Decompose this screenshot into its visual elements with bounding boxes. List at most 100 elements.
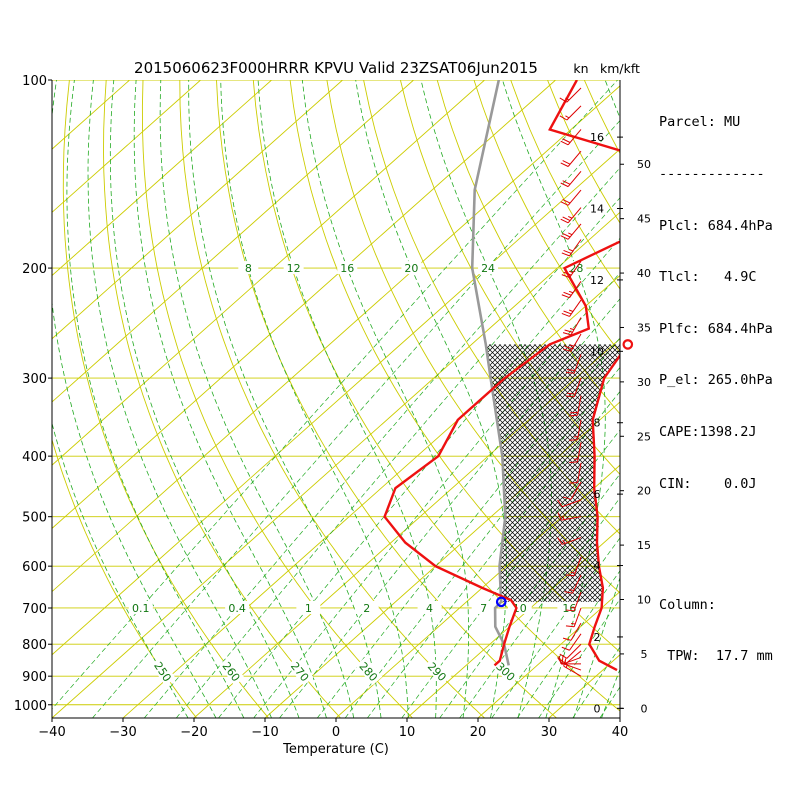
dry-adiabat-line — [473, 80, 620, 354]
wind-barb-flag — [569, 482, 578, 484]
wind-barb — [562, 481, 582, 500]
adiabat-label-bg — [423, 657, 452, 686]
dry-adiabat-line — [363, 80, 620, 535]
dry-adiabat-line — [399, 80, 620, 476]
dry-adiabat-line — [52, 438, 197, 718]
kmkft-label: km/kft — [600, 61, 640, 76]
wind-barb-shaft — [565, 650, 582, 665]
wind-barb — [565, 377, 582, 398]
y-tick-label: 500 — [22, 511, 47, 526]
moist-adiabat-line — [133, 80, 327, 718]
wind-barb-flag — [560, 218, 569, 224]
adiabat-label-bg — [218, 657, 245, 686]
mixing-ratio-label-bg — [296, 600, 321, 614]
wind-barb-flag — [562, 332, 572, 336]
isotherm-line — [52, 80, 556, 529]
wind-barb-shaft — [567, 189, 582, 206]
wind-barb-shaft — [570, 333, 582, 352]
wind-barb-flag — [561, 312, 570, 317]
wind-barb — [557, 537, 582, 545]
km-tick-label: 2 — [594, 631, 601, 644]
wind-barb-half-flag — [565, 97, 570, 101]
moist-adiabat-label: 20 — [404, 262, 418, 275]
moist-adiabat-label: 24 — [481, 262, 495, 275]
tpw-line: TPW: 17.7 mm — [659, 648, 773, 665]
dry-adiabat-line — [103, 80, 341, 718]
wind-barb-half-flag — [568, 249, 574, 252]
mixing-ratio-line — [92, 120, 620, 718]
wind-barb — [557, 499, 582, 508]
wind-barb-shaft — [569, 299, 582, 317]
km-tick-label: 14 — [590, 203, 604, 216]
wind-barb-shaft — [577, 419, 582, 440]
x-tick-label: −10 — [251, 725, 278, 740]
moist-adiabat-line — [52, 80, 217, 718]
kn-label: kn — [573, 61, 588, 76]
y-tick-label: 100 — [22, 74, 47, 89]
kft-tick-label: 45 — [637, 213, 651, 226]
el-marker — [622, 339, 634, 350]
isotherm-line — [264, 401, 620, 718]
wind-barb — [560, 223, 582, 240]
kft-tick-label: 40 — [637, 267, 651, 280]
wind-barb-flag — [557, 657, 563, 665]
wind-barb — [557, 512, 582, 521]
wind-barb-shaft — [570, 622, 582, 641]
km-tick-label: 16 — [590, 131, 604, 144]
wind-barb-flag — [563, 310, 572, 315]
panel-line: ------------- — [659, 166, 765, 182]
kft-tick-label: 5 — [641, 648, 648, 661]
wind-barb-shaft — [569, 633, 582, 651]
wind-barb — [562, 317, 582, 336]
mixing-ratio-line — [317, 337, 620, 718]
wind-barb-flag — [565, 625, 575, 628]
dry-adiabat-line — [179, 80, 485, 718]
wind-barb-flag — [563, 271, 572, 276]
kft-tick-label: 20 — [637, 485, 651, 498]
wind-barb-shaft — [573, 354, 582, 374]
wind-barb-flag — [557, 537, 563, 545]
moist-adiabat-line — [257, 80, 437, 718]
y-tick-label: 700 — [22, 602, 47, 617]
wind-barb-flag — [564, 329, 573, 333]
wind-barb — [565, 354, 582, 374]
isotherm-line — [52, 80, 130, 150]
km-tick-label: 0 — [594, 702, 601, 715]
adiabat-label-bg — [492, 657, 520, 685]
moist-adiabat-line — [355, 80, 507, 718]
wind-barb-flag — [562, 138, 571, 143]
wind-barb-flag — [559, 653, 568, 659]
wind-barb-flag — [562, 348, 572, 352]
x-tick-label: −20 — [180, 725, 207, 740]
wind-barb — [559, 105, 582, 121]
wind-barb — [565, 607, 582, 628]
wind-barb-shaft — [566, 643, 582, 659]
mixing-ratio-line — [52, 80, 618, 710]
wind-barb-flag — [562, 637, 572, 641]
moist-adiabat-line — [66, 80, 245, 718]
y-tick-label: 200 — [22, 262, 47, 277]
wind-barb-shaft — [567, 223, 582, 240]
mixing-ratio-label: 7 — [480, 602, 487, 615]
parcel-profile-line — [470, 80, 510, 666]
mixing-ratio-line — [176, 197, 620, 718]
wind-barb — [561, 299, 582, 317]
wind-barb-flag — [565, 395, 575, 398]
dry-adiabat-line — [436, 80, 620, 415]
isotherm-line — [52, 80, 201, 213]
cape-area — [485, 344, 620, 602]
moist-adiabat-label: 16 — [340, 262, 354, 275]
isotherm-line — [52, 211, 620, 718]
wind-barb-flag — [560, 182, 569, 188]
adiabat-label-bg — [355, 657, 383, 686]
lfc-marker — [495, 596, 507, 608]
wind-barb-flag — [563, 249, 572, 254]
wind-barb-half-flag — [565, 115, 570, 119]
mixing-ratio-line — [279, 298, 620, 718]
wind-barb-half-flag — [562, 515, 565, 520]
wind-barb — [560, 170, 582, 188]
km-tick-label: 6 — [594, 488, 601, 501]
adiabat-label-bg — [287, 657, 314, 686]
wind-barb-half-flag — [569, 328, 575, 331]
